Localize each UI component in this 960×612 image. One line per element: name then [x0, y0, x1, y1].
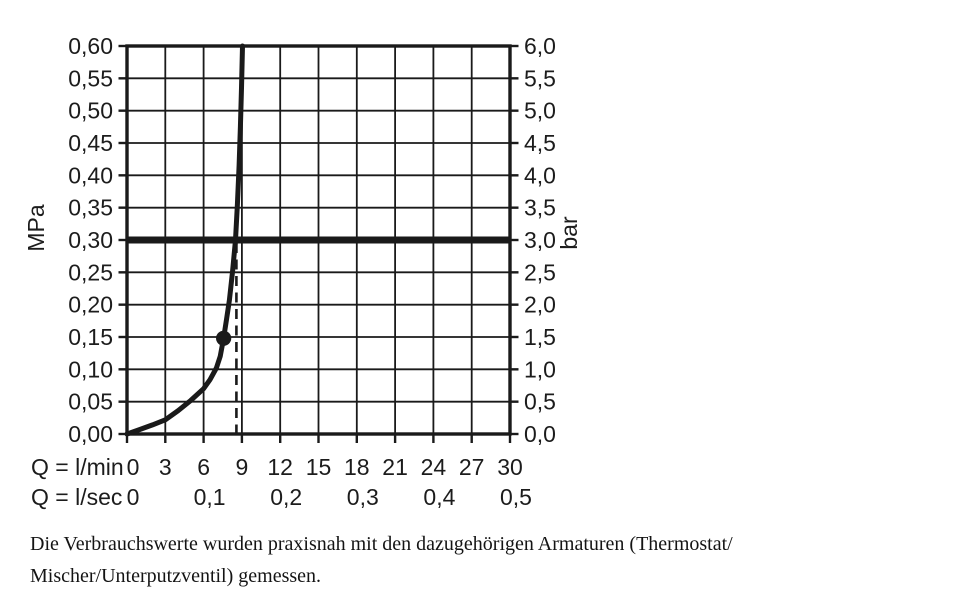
- x-lsec-tick-label: 0,5: [500, 484, 532, 510]
- caption: Die Verbrauchswerte wurden praxisnah mit…: [30, 528, 910, 592]
- x-lmin-tick-label: 30: [497, 454, 523, 480]
- caption-line-2: Mischer/Unterputzventil) gemessen.: [30, 565, 322, 587]
- caption-line-1: Die Verbrauchswerte wurden praxisnah mit…: [30, 533, 733, 555]
- flow-curve: [124, 43, 245, 437]
- x-lmin-tick-label: 6: [197, 454, 210, 480]
- y-right-tick-label: 1,0: [524, 356, 556, 382]
- x-lsec-tick-label: 0,1: [194, 484, 226, 510]
- flow-chart-svg: 0,600,550,500,450,400,350,300,250,200,15…: [23, 33, 582, 510]
- x-lmin-tick-label: 18: [344, 454, 370, 480]
- y-right-tick-label: 5,0: [524, 98, 556, 124]
- y-right-tick-label: 3,0: [524, 227, 556, 253]
- x-lmin-tick-label: 9: [236, 454, 249, 480]
- x-row2-label: Q = l/sec: [31, 484, 122, 510]
- y-right-tick-label: 3,5: [524, 195, 556, 221]
- y-left-tick-label: 0,00: [68, 421, 113, 447]
- x-lmin-tick-label: 21: [382, 454, 408, 480]
- y-left-tick-label: 0,35: [68, 195, 113, 221]
- y-left-tick-label: 0,60: [68, 33, 113, 59]
- x-lmin-tick-label: 24: [421, 454, 447, 480]
- y-right-tick-label: 1,5: [524, 324, 556, 350]
- y-left-tick-label: 0,30: [68, 227, 113, 253]
- y-right-tick-label: 4,5: [524, 130, 556, 156]
- x-lmin-tick-label: 15: [306, 454, 332, 480]
- y-right-tick-label: 0,5: [524, 389, 556, 415]
- y-left-tick-label: 0,55: [68, 65, 113, 91]
- y-left-tick-label: 0,20: [68, 292, 113, 318]
- x-row1-label: Q = l/min: [31, 454, 124, 480]
- y-left-tick-label: 0,40: [68, 162, 113, 188]
- x-lsec-tick-label: 0,4: [423, 484, 455, 510]
- y-right-tick-label: 2,5: [524, 259, 556, 285]
- y-right-tick-label: 5,5: [524, 65, 556, 91]
- operating-point-dot: [216, 330, 232, 346]
- x-lmin-tick-label: 27: [459, 454, 485, 480]
- y-right-tick-label: 0,0: [524, 421, 556, 447]
- y-left-tick-label: 0,10: [68, 356, 113, 382]
- x-lmin-tick-label: 12: [267, 454, 293, 480]
- y-left-tick-label: 0,15: [68, 324, 113, 350]
- x-lsec-tick-label: 0: [127, 484, 140, 510]
- y-left-tick-label: 0,45: [68, 130, 113, 156]
- y-left-tick-label: 0,05: [68, 389, 113, 415]
- x-lmin-tick-label: 3: [159, 454, 172, 480]
- y-left-axis-title: MPa: [23, 204, 49, 252]
- y-right-tick-label: 2,0: [524, 292, 556, 318]
- y-left-tick-label: 0,25: [68, 259, 113, 285]
- flow-pressure-chart: 0,60 0,55 0,50 0,45 0,40 0,35 0,30 0,25 0,20 0,15…: [23, 33, 582, 510]
- y-right-axis-title: bar: [556, 216, 582, 250]
- x-lsec-tick-label: 0,2: [270, 484, 302, 510]
- y-right-tick-label: 6,0: [524, 33, 556, 59]
- y-left-tick-label: 0,50: [68, 98, 113, 124]
- x-lsec-tick-label: 0,3: [347, 484, 379, 510]
- y-right-tick-label: 4,0: [524, 162, 556, 188]
- x-lmin-tick-label: 0: [127, 454, 140, 480]
